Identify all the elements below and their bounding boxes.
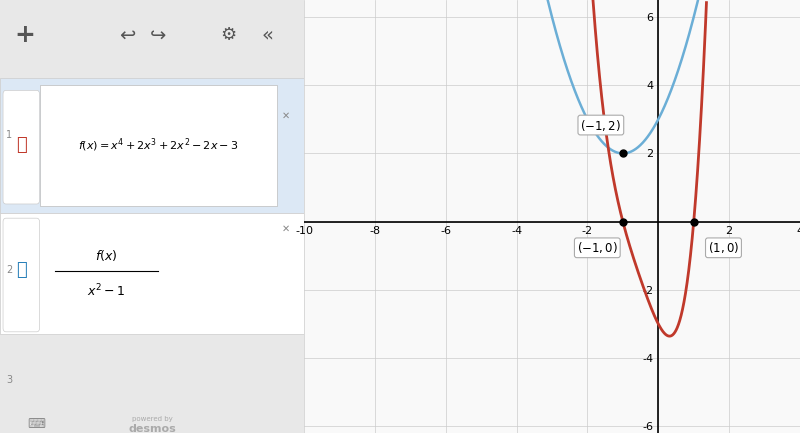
Text: $(-1, 0)$: $(-1, 0)$ — [577, 240, 618, 255]
FancyBboxPatch shape — [0, 213, 304, 333]
Text: $(-1, 2)$: $(-1, 2)$ — [580, 117, 622, 132]
FancyBboxPatch shape — [39, 85, 277, 206]
Text: 3: 3 — [6, 375, 12, 385]
FancyBboxPatch shape — [0, 78, 304, 213]
Text: $f(x)$: $f(x)$ — [95, 248, 118, 263]
Text: ✕: ✕ — [282, 110, 290, 120]
Text: 2: 2 — [6, 265, 12, 275]
Text: ✕: ✕ — [282, 224, 290, 234]
FancyBboxPatch shape — [3, 90, 39, 204]
Text: 𝒩: 𝒩 — [16, 261, 26, 279]
Text: $f(x) = x^4 + 2x^3 + 2x^2 - 2x - 3$: $f(x) = x^4 + 2x^3 + 2x^2 - 2x - 3$ — [78, 136, 238, 154]
Text: ⌨: ⌨ — [27, 417, 46, 431]
Text: ⚙: ⚙ — [220, 26, 236, 44]
Text: 1: 1 — [6, 130, 12, 140]
Text: ↪: ↪ — [150, 26, 166, 45]
Text: 𝒩: 𝒩 — [16, 136, 26, 155]
Text: «: « — [262, 26, 274, 45]
Text: $x^2 - 1$: $x^2 - 1$ — [87, 283, 126, 299]
Text: ↩: ↩ — [119, 26, 136, 45]
FancyBboxPatch shape — [3, 218, 39, 332]
Text: desmos: desmos — [128, 424, 176, 433]
Text: +: + — [14, 23, 34, 47]
Text: powered by: powered by — [132, 416, 172, 422]
Text: $(1, 0)$: $(1, 0)$ — [708, 240, 739, 255]
